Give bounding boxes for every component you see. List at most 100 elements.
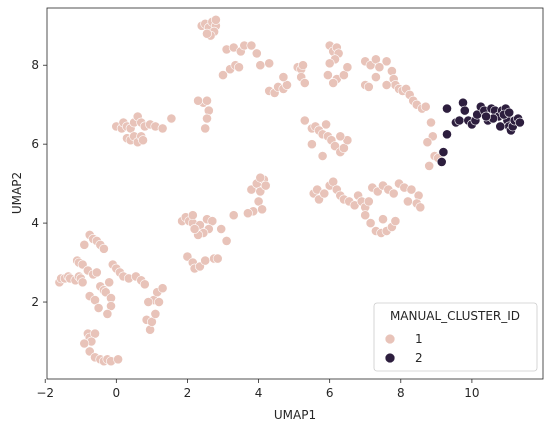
- data-point-cluster-1: [251, 48, 262, 59]
- data-point-cluster-1: [363, 82, 374, 92]
- x-axis-ticks: −2 0 2 4 6 8 10: [36, 379, 480, 400]
- legend: MANUAL_CLUSTER_ID 1 2: [373, 302, 538, 372]
- data-point-cluster-1: [317, 151, 328, 161]
- x-tick-label: 10: [464, 386, 479, 400]
- data-point-cluster-2: [504, 107, 515, 118]
- data-point-cluster-1: [187, 210, 198, 221]
- data-point-cluster-1: [378, 214, 388, 225]
- data-point-cluster-2: [481, 111, 491, 122]
- y-tick-label: 8: [31, 58, 39, 72]
- data-point-cluster-1: [138, 135, 148, 146]
- data-point-cluster-1: [406, 184, 417, 195]
- data-point-cluster-1: [420, 101, 431, 112]
- data-point-cluster-1: [342, 62, 353, 73]
- x-tick-label: 0: [113, 386, 121, 400]
- y-tick-label: 4: [31, 216, 39, 230]
- data-point-cluster-1: [402, 196, 413, 207]
- data-point-cluster-1: [319, 188, 330, 199]
- data-point-cluster-1: [324, 58, 335, 69]
- data-point-cluster-1: [255, 60, 266, 71]
- data-point-cluster-1: [91, 267, 102, 278]
- legend-box: [373, 302, 538, 372]
- data-point-cluster-1: [360, 210, 371, 221]
- data-point-cluster-2: [495, 121, 506, 132]
- y-tick-label: 6: [31, 137, 39, 151]
- data-point-cluster-1: [102, 308, 113, 319]
- data-point-cluster-1: [370, 72, 381, 82]
- data-point-cluster-1: [202, 113, 212, 124]
- data-point-cluster-1: [143, 297, 154, 307]
- data-point-cluster-1: [154, 297, 164, 307]
- data-point-cluster-1: [306, 139, 317, 150]
- data-point-cluster-1: [193, 95, 203, 106]
- data-point-cluster-1: [426, 117, 436, 128]
- scatter-points: [54, 14, 525, 367]
- data-point-cluster-1: [299, 78, 310, 88]
- legend-marker-1: [384, 333, 396, 345]
- data-point-cluster-1: [390, 216, 401, 226]
- data-point-cluster-1: [93, 303, 104, 313]
- data-point-cluster-2: [442, 103, 452, 114]
- data-point-cluster-1: [322, 70, 333, 80]
- data-point-cluster-1: [202, 95, 212, 106]
- x-tick-label: 4: [255, 386, 263, 400]
- data-point-cluster-1: [150, 308, 161, 319]
- data-point-cluster-1: [104, 277, 115, 288]
- y-axis-ticks: 2 4 6 8: [31, 58, 47, 309]
- data-point-cluster-1: [381, 80, 392, 90]
- data-point-cluster-1: [381, 56, 392, 67]
- data-point-cluster-2: [438, 147, 449, 157]
- data-point-cluster-1: [424, 160, 435, 171]
- data-point-cluster-2: [442, 129, 452, 140]
- data-point-cluster-1: [79, 338, 90, 349]
- legend-title: MANUAL_CLUSTER_ID: [390, 309, 520, 323]
- data-point-cluster-1: [200, 123, 211, 134]
- legend-label-2: 2: [415, 351, 423, 365]
- data-point-cluster-1: [321, 119, 331, 130]
- data-point-cluster-1: [255, 172, 266, 183]
- data-point-cluster-1: [113, 354, 123, 365]
- legend-marker-2: [384, 352, 396, 364]
- data-point-cluster-1: [422, 137, 433, 148]
- x-tick-label: −2: [36, 386, 54, 400]
- data-point-cluster-1: [363, 196, 374, 207]
- data-point-cluster-1: [328, 78, 339, 88]
- data-point-cluster-1: [99, 243, 109, 254]
- data-point-cluster-1: [221, 235, 232, 246]
- data-point-cluster-2: [515, 117, 525, 128]
- y-tick-label: 2: [31, 295, 39, 309]
- data-point-cluster-1: [299, 115, 310, 126]
- y-axis-label: UMAP2: [10, 172, 24, 214]
- data-point-cluster-2: [454, 115, 465, 126]
- data-point-cluster-1: [257, 204, 267, 215]
- data-point-cluster-1: [298, 60, 308, 71]
- data-point-cluster-1: [335, 131, 346, 142]
- data-point-cluster-1: [365, 218, 376, 228]
- data-point-cluster-1: [77, 277, 88, 288]
- data-point-cluster-1: [210, 14, 221, 25]
- x-tick-label: 2: [184, 386, 192, 400]
- data-point-cluster-2: [436, 156, 447, 167]
- data-point-cluster-1: [242, 208, 253, 219]
- data-point-cluster-1: [234, 62, 244, 73]
- data-point-cluster-2: [459, 105, 470, 116]
- data-point-cluster-1: [218, 70, 228, 80]
- data-point-cluster-1: [216, 224, 227, 234]
- data-point-cluster-1: [166, 113, 177, 124]
- x-axis-label: UMAP1: [274, 408, 316, 422]
- data-point-cluster-1: [374, 62, 385, 73]
- x-tick-label: 8: [397, 386, 405, 400]
- data-point-cluster-1: [228, 210, 239, 221]
- data-point-cluster-1: [157, 123, 168, 134]
- data-point-cluster-1: [202, 28, 212, 39]
- data-point-cluster-1: [79, 239, 90, 250]
- data-point-cluster-1: [157, 283, 168, 294]
- data-point-cluster-1: [246, 40, 257, 51]
- data-point-cluster-1: [212, 253, 223, 264]
- data-point-cluster-1: [415, 202, 426, 213]
- data-point-cluster-1: [264, 58, 275, 69]
- data-point-cluster-1: [388, 188, 399, 199]
- data-point-cluster-1: [278, 72, 289, 82]
- data-point-cluster-1: [139, 279, 150, 290]
